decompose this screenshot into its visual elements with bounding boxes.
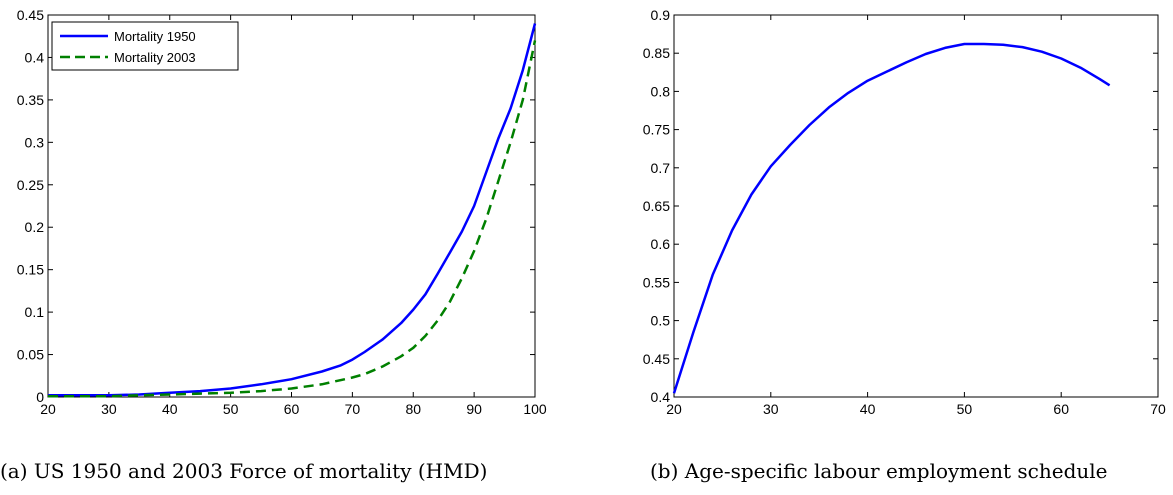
mortality-xtick-label: 30 [101, 401, 117, 417]
employment-ytick-label: 0.55 [643, 274, 670, 290]
employment-xtick-label: 40 [860, 401, 876, 417]
employment-xtick-label: 20 [666, 401, 682, 417]
mortality-ytick-label: 0.1 [25, 304, 45, 320]
mortality-xtick-label: 100 [523, 401, 547, 417]
employment-xtick-label: 60 [1053, 401, 1069, 417]
employment-series-line-0 [672, 42, 1111, 394]
employment-ytick-label: 0.65 [643, 198, 670, 214]
mortality-ytick-label: 0.05 [17, 347, 44, 363]
employment-plot-frame [673, 14, 1159, 398]
mortality-xtick-label: 60 [284, 401, 300, 417]
caption-a: (a) US 1950 and 2003 Force of mortality … [0, 459, 487, 483]
mortality-legend-box [51, 21, 239, 71]
employment-ytick-label: 0.5 [651, 313, 671, 329]
mortality-ytick-label: 0 [36, 389, 44, 405]
mortality-plot-frame [47, 14, 536, 398]
mortality-chart: 0 0.05 0.1 0.15 0.2 0.25 0.3 0.35 0.4 0.45 20 30 40… [0, 7, 547, 483]
mortality-ytick-label: 0.35 [17, 92, 44, 108]
employment-ytick-label: 0.9 [651, 7, 671, 23]
mortality-series-line-1 [48, 40, 537, 398]
mortality-xtick-label: 20 [40, 401, 56, 417]
mortality-ytick-label: 0.4 [25, 49, 45, 65]
employment-xtick-label: 70 [1150, 401, 1166, 417]
mortality-xtick-label: 80 [405, 401, 421, 417]
mortality-xtick-label: 70 [345, 401, 361, 417]
employment-ytick-label: 0.7 [651, 160, 671, 176]
mortality-ytick-label: 0.15 [17, 262, 44, 278]
mortality-ytick-label: 0.3 [25, 134, 45, 150]
employment-ytick-label: 0.75 [643, 122, 670, 138]
employment-chart: 0.4 0.45 0.5 0.55 0.6 0.65 0.7 0.75 0.8 0.85 0.9 2… [643, 7, 1166, 483]
employment-ytick-label: 0.6 [651, 236, 671, 252]
mortality-legend: Mortality 1950 Mortality 2003 [51, 21, 239, 71]
caption-b: (b) Age-specific labour employment sched… [650, 459, 1107, 483]
mortality-series-line-0 [48, 23, 537, 397]
employment-ytick-label: 0.85 [643, 45, 670, 61]
employment-ytick-label: 0.8 [651, 83, 671, 99]
employment-xtick-label: 50 [957, 401, 973, 417]
employment-xtick-label: 30 [763, 401, 779, 417]
employment-ytick-label: 0.45 [643, 351, 670, 367]
legend-label-mortality-1950: Mortality 1950 [114, 29, 196, 44]
mortality-ytick-label: 0.25 [17, 177, 44, 193]
mortality-xtick-label: 40 [162, 401, 178, 417]
legend-label-mortality-2003: Mortality 2003 [114, 50, 196, 65]
mortality-xtick-label: 50 [223, 401, 239, 417]
employment-ytick-label: 0.4 [651, 389, 671, 405]
mortality-ytick-label: 0.45 [17, 7, 44, 23]
mortality-ytick-label: 0.2 [25, 219, 45, 235]
mortality-xtick-label: 90 [466, 401, 482, 417]
